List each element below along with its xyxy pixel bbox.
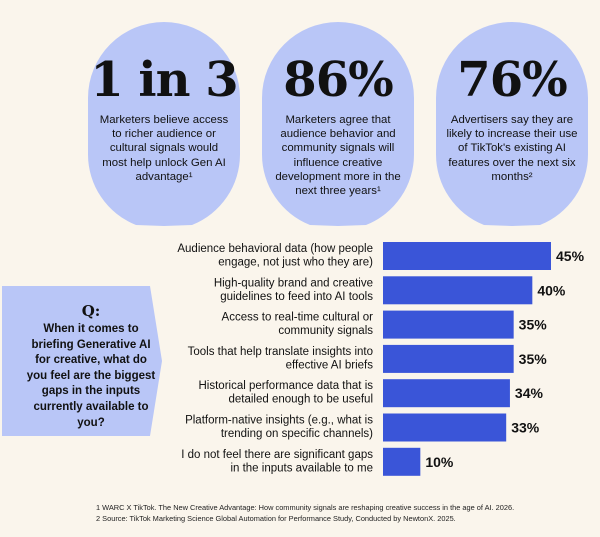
category-label: Platform-native insights (e.g., what is t… [185,415,373,441]
question-text: When it comes to briefing Generative AI … [26,323,156,429]
stat-description: Advertisers say they are likely to incre… [446,114,578,183]
bubble-shape [88,22,240,226]
bar-value-label: 40% [537,282,566,298]
stat-value: 86% [283,52,393,108]
stat-description: Marketers believe access to richer audie… [99,114,229,183]
bar-value-label: 35% [519,317,548,333]
stat-bubble-1: 1 in 3 Marketers believe access to riche… [88,22,240,226]
question-block: Q: When it comes to briefing Generative … [24,302,158,431]
question-box [2,286,162,436]
bar [383,344,514,373]
bar-value-label: 34% [515,385,544,401]
stat-value: 76% [457,52,567,108]
bubble-shape [262,22,414,226]
footnotes: 1 WARC X TikTok. The New Creative Advant… [96,503,586,524]
category-label: I do not feel there are significant gaps… [181,449,373,475]
bar-value-label: 33% [511,420,540,436]
category-label: Tools that help translate insights into e… [188,346,374,372]
category-label: Access to real-time cultural or community… [222,312,374,338]
category-label: Audience behavioral data (how people enga… [177,243,373,269]
bar [383,447,421,476]
stat-description: Marketers agree that audience behavior a… [275,114,401,198]
bar [383,413,507,442]
stat-value: 1 in 3 [90,52,238,108]
category-label: High-quality brand and creative guideline… [214,277,373,303]
bubble-shape [436,22,588,226]
bar [383,379,510,408]
bar [383,276,533,305]
footnote-1: 1 WARC X TikTok. The New Creative Advant… [96,503,515,512]
stat-bubble-2: 86% Marketers agree that audience behavi… [262,22,414,226]
bar [383,310,514,339]
bar [383,242,551,270]
stat-bubble-3: 76% Advertisers say they are likely to i… [436,22,588,226]
bar-value-label: 10% [425,454,454,470]
bar-value-label: 45% [556,248,585,264]
category-label: Historical performance data that is detai… [199,380,374,406]
question-label: Q: [81,302,101,320]
footnote-2: 2 Source: TikTok Marketing Science Globa… [96,513,456,523]
bar-value-label: 35% [519,351,548,367]
